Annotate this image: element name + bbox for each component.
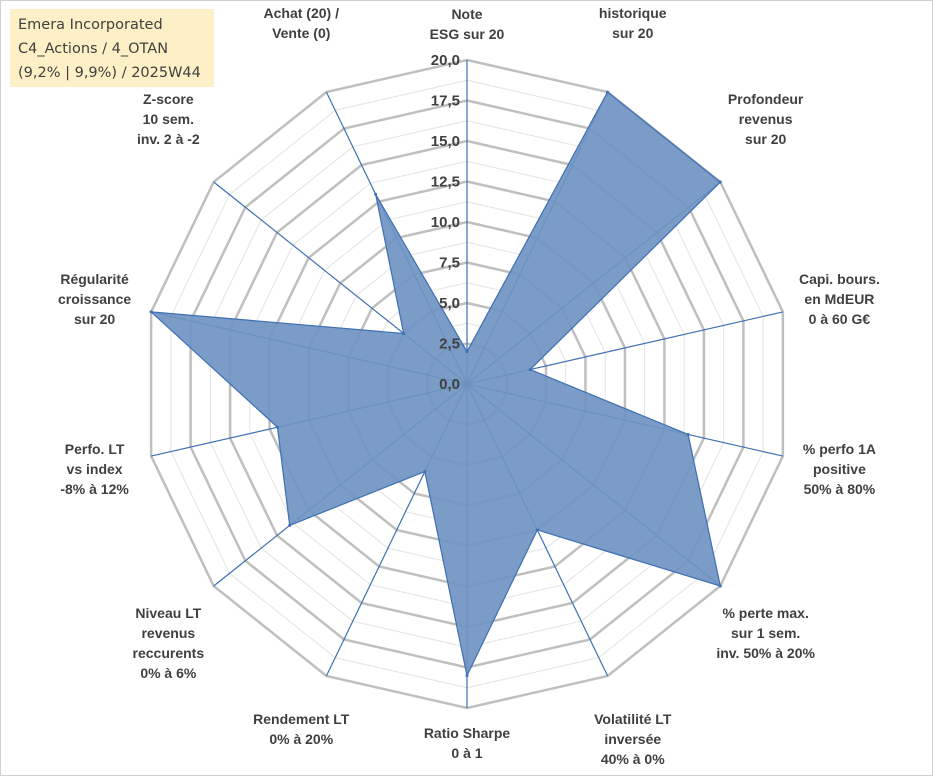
tick-label: 0,0	[439, 376, 460, 393]
axis-label: Ratio Sharpe 0 à 1	[424, 725, 511, 761]
data-point	[465, 674, 469, 678]
axis-label: Niveau LT revenus reccurents 0% à 6%	[133, 605, 205, 681]
tick-label: 20,0	[431, 52, 460, 69]
data-point	[535, 528, 539, 532]
axis-label: % perte max. sur 1 sem. inv. 50% à 20%	[716, 605, 815, 661]
info-box: Emera Incorporated C4_Actions / 4_OTAN (…	[10, 9, 214, 87]
tick-label: 5,0	[439, 295, 460, 312]
data-point	[718, 584, 722, 588]
axis-label: Perfo. LT vs index -8% à 12%	[60, 441, 129, 497]
axis-label: Régularité croissance sur 20	[58, 271, 131, 327]
data-point	[465, 350, 469, 354]
axis-label: % perfo 1A positive 50% à 80%	[803, 441, 876, 497]
category-label: C4_Actions / 4_OTAN	[18, 41, 169, 57]
data-point	[402, 331, 406, 335]
axis-label: Capi. bours. en MdEUR 0 à 60 G€	[799, 271, 880, 327]
stats-label: (9,2% | 9,9%) / 2025W44	[18, 65, 201, 81]
tick-label: 17,5	[431, 93, 460, 110]
data-point	[718, 180, 722, 184]
data-point	[374, 192, 378, 196]
data-point	[149, 310, 153, 314]
tick-label: 10,0	[431, 214, 460, 231]
axis-label: Z-score 10 sem. inv. 2 à -2	[137, 91, 200, 147]
company-name: Emera Incorporated	[18, 17, 163, 33]
axis-label: Volatilité LT inversée 40% à 0%	[594, 711, 672, 767]
data-point	[528, 368, 532, 372]
tick-label: 15,0	[431, 133, 460, 150]
data-point	[423, 470, 427, 474]
data-point	[686, 432, 690, 436]
axis-label: Profondeur revenus sur 20	[728, 91, 804, 147]
axis-label: MomentumAchat (20) /Vente (0)	[264, 0, 340, 41]
tick-label: 2,5	[439, 336, 460, 353]
tick-label: 7,5	[439, 255, 460, 272]
data-point	[606, 90, 610, 94]
data-point	[288, 523, 292, 527]
axis-label: Note ESG sur 20	[430, 6, 505, 42]
axis-label: Profondeurhistoriquesur 20	[595, 0, 671, 41]
data-point	[275, 425, 279, 429]
axis-label: Rendement LT 0% à 20%	[253, 711, 350, 747]
tick-label: 12,5	[431, 174, 460, 191]
